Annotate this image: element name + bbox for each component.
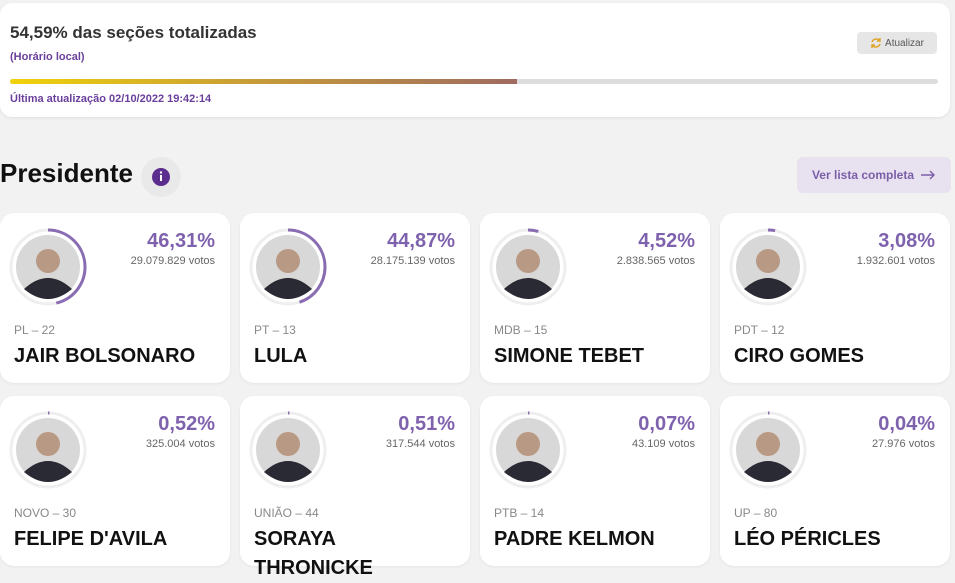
candidate-photo: [729, 228, 807, 306]
vote-count: 43.109 votos: [632, 438, 695, 450]
ring-progress: [489, 228, 567, 306]
refresh-icon: [871, 38, 881, 48]
vote-count: 1.932.601 votos: [856, 255, 935, 267]
candidate-card: 0,07% 43.109 votos PTB – 14 PADRE KELMON: [480, 396, 710, 566]
photo-head: [276, 249, 300, 273]
info-icon: [152, 168, 170, 186]
status-subtitle: (Horário local): [10, 51, 85, 63]
status-title: 54,59% das seções totalizadas: [10, 23, 257, 42]
vote-count: 27.976 votos: [872, 438, 935, 450]
photo-body: [744, 278, 792, 299]
party-number: UNIÃO – 44: [254, 506, 319, 520]
photo-head: [36, 249, 60, 273]
refresh-label: Atualizar: [885, 37, 924, 49]
photo-body: [264, 278, 312, 299]
photo-head: [516, 432, 540, 456]
refresh-button[interactable]: Atualizar: [857, 32, 937, 54]
ring-progress: [9, 411, 87, 489]
ring-progress: [729, 228, 807, 306]
progress-fill: [10, 79, 517, 84]
photo-head: [756, 249, 780, 273]
candidate-photo: [9, 411, 87, 489]
ring-progress: [249, 228, 327, 306]
vote-count: 325.004 votos: [145, 438, 215, 450]
candidate-name: LULA: [254, 345, 308, 367]
party-number: PT – 13: [254, 323, 296, 337]
vote-count: 29.079.829 votos: [130, 255, 215, 267]
candidate-card: 0,51% 317.544 votos UNIÃO – 44 SORAYA THRON…: [240, 396, 470, 579]
candidate-card: 44,87% 28.175.139 votos PT – 13 LULA: [240, 213, 470, 383]
candidate-name: CIRO GOMES: [734, 345, 865, 367]
vote-percent: 44,87%: [387, 230, 455, 252]
progress-track: [10, 79, 938, 84]
vote-percent: 0,52%: [158, 413, 215, 435]
party-number: UP – 80: [734, 506, 778, 520]
party-number: PL – 22: [14, 323, 55, 337]
candidate-name: SORAYA THRONICKE: [254, 528, 373, 579]
last-update: Última atualização 02/10/2022 19:42:14: [10, 93, 212, 105]
candidate-photo: [249, 228, 327, 306]
photo-body: [504, 461, 552, 482]
party-number: NOVO – 30: [14, 506, 77, 520]
ring-progress: [729, 411, 807, 489]
vote-percent: 0,07%: [638, 413, 695, 435]
candidate-card: 3,08% 1.932.601 votos PDT – 12 CIRO GOMES: [720, 213, 950, 383]
candidate-photo: [249, 411, 327, 489]
candidate-card: 46,31% 29.079.829 votos PL – 22 JAIR BOLSON…: [0, 213, 230, 383]
full-list-label: Ver lista completa: [811, 168, 915, 182]
photo-head: [756, 432, 780, 456]
candidate-name: SIMONE TEBET: [494, 345, 645, 367]
ring-progress: [9, 228, 87, 306]
vote-percent: 0,51%: [398, 413, 455, 435]
photo-body: [504, 278, 552, 299]
photo-head: [36, 432, 60, 456]
candidate-card: 0,04% 27.976 votos UP – 80 LÉO PÉRICLES: [720, 396, 950, 566]
vote-percent: 0,04%: [878, 413, 935, 435]
candidate-card: 4,52% 2.838.565 votos MDB – 15 SIMONE TEBET: [480, 213, 710, 383]
photo-body: [744, 461, 792, 482]
party-number: MDB – 15: [494, 323, 548, 337]
full-list-button[interactable]: Ver lista completa: [797, 157, 951, 193]
ring-progress: [489, 411, 567, 489]
vote-percent: 46,31%: [147, 230, 215, 252]
photo-body: [24, 461, 72, 482]
party-number: PDT – 12: [734, 323, 785, 337]
vote-count: 2.838.565 votos: [616, 255, 695, 267]
candidate-photo: [489, 228, 567, 306]
candidate-photo: [489, 411, 567, 489]
party-number: PTB – 14: [494, 506, 545, 520]
photo-body: [264, 461, 312, 482]
arrow-icon: [921, 170, 936, 180]
candidate-photo: [729, 411, 807, 489]
section-title: Presidente: [0, 158, 133, 188]
vote-percent: 3,08%: [878, 230, 935, 252]
candidate-photo: [9, 228, 87, 306]
vote-count: 317.544 votos: [385, 438, 455, 450]
photo-head: [276, 432, 300, 456]
candidate-name: LÉO PÉRICLES: [734, 528, 881, 550]
ring-progress: [249, 411, 327, 489]
candidate-card: 0,52% 325.004 votos NOVO – 30 FELIPE D'AVIL…: [0, 396, 230, 566]
photo-body: [24, 278, 72, 299]
candidate-name: FELIPE D'AVILA: [14, 528, 168, 550]
info-button[interactable]: [141, 157, 181, 197]
status-card: 54,59% das seções totalizadas (Horário l…: [0, 3, 950, 117]
vote-count: 28.175.139 votos: [370, 255, 455, 267]
candidate-name: PADRE KELMON: [494, 528, 655, 550]
photo-head: [516, 249, 540, 273]
vote-percent: 4,52%: [638, 230, 695, 252]
candidate-name: JAIR BOLSONARO: [14, 345, 196, 367]
